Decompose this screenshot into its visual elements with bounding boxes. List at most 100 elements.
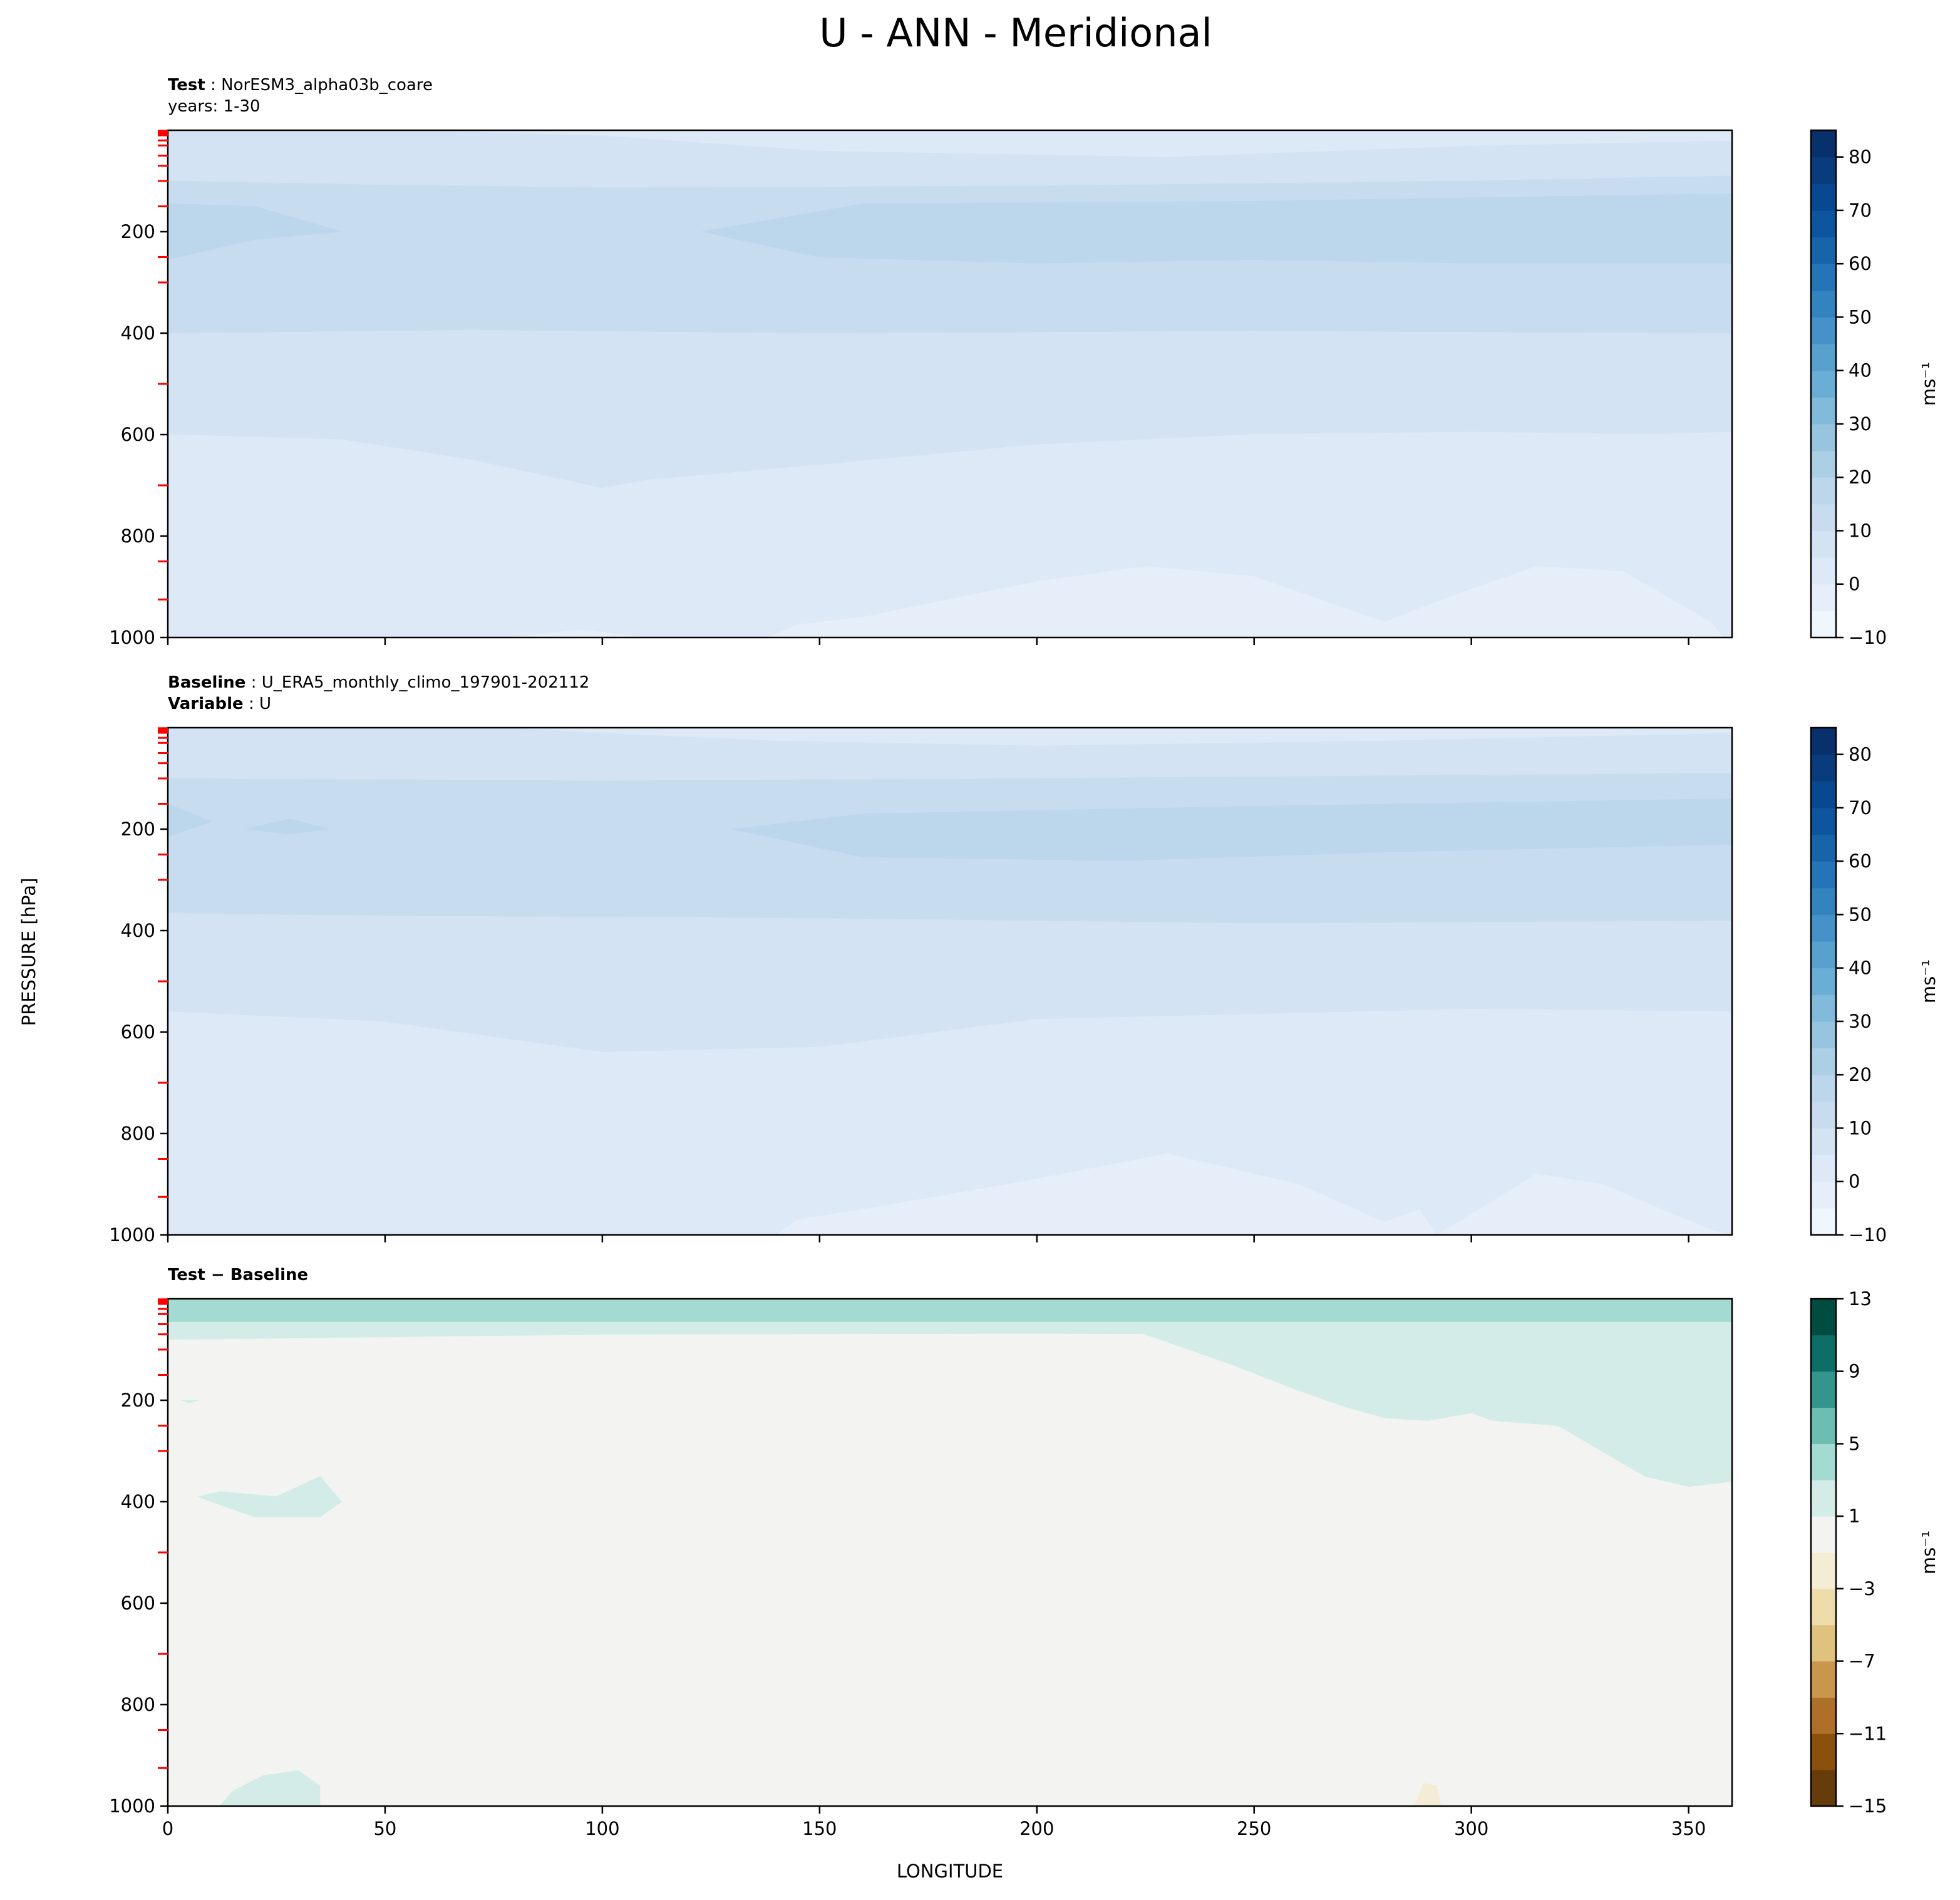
colorbar-tick-label: −11 — [1849, 1723, 1887, 1744]
colorbar-band — [1811, 1588, 1836, 1626]
panel-title-value: NorESM3_alpha03b_coare — [221, 76, 433, 95]
colorbar-band — [1811, 781, 1836, 808]
colorbar-tick-label: −7 — [1849, 1651, 1875, 1672]
colorbar-band — [1811, 1335, 1836, 1372]
y-tick-label: 200 — [121, 818, 155, 840]
contour-region — [775, 1153, 1732, 1235]
contour-region — [1145, 1334, 1732, 1487]
colorbar-band — [1811, 290, 1836, 318]
colorbar-band — [1811, 968, 1836, 995]
panel-title-sep: : — [205, 76, 221, 95]
panel-title-label: Variable — [168, 694, 244, 713]
colorbar-band — [1811, 210, 1836, 238]
colorbar-label: ms⁻¹ — [1918, 959, 1939, 1003]
panel-title-label: Test − Baseline — [168, 1266, 308, 1284]
panel-title-line: Test − Baseline — [168, 1266, 308, 1284]
y-tick-label: 600 — [121, 1021, 155, 1043]
colorbar-frame — [1810, 129, 1837, 639]
colorbar-band — [1811, 264, 1836, 291]
panel-difference: Test − Baseline 200 400 600 800 1000 0 50 100 150… — [109, 1266, 1939, 1839]
contour-fills — [168, 728, 1732, 1235]
colorbar-band — [1811, 1443, 1836, 1480]
contour-region — [219, 1770, 321, 1806]
x-tick-label: 250 — [1237, 1818, 1271, 1839]
colorbar-tick-label: 70 — [1849, 797, 1872, 818]
contour-region — [168, 1299, 1732, 1806]
colorbar-tick-label: 1 — [1849, 1505, 1860, 1527]
contour-region — [767, 566, 1724, 638]
colorbar-band — [1811, 1624, 1836, 1662]
colorbar-tick-label: 40 — [1849, 360, 1872, 381]
colorbar-band — [1811, 1021, 1836, 1049]
x-tick-label: 150 — [802, 1818, 837, 1839]
colorbar-label: ms⁻¹ — [1918, 362, 1939, 406]
colorbar-band — [1811, 1661, 1836, 1698]
colorbar-band — [1811, 887, 1836, 915]
colorbar-band — [1811, 807, 1836, 835]
y-tick-label: 400 — [121, 920, 155, 941]
colorbar-band — [1811, 1770, 1836, 1807]
colorbar-tick-label: 80 — [1849, 744, 1872, 765]
y-tick-label: 1000 — [109, 1224, 155, 1246]
y-axis-label: PRESSURE [hPa] — [18, 878, 39, 1026]
colorbar-tick-label: 80 — [1849, 147, 1872, 168]
panel-title-line: Test : NorESM3_alpha03b_coare — [168, 76, 433, 95]
colorbar-band — [1811, 130, 1836, 158]
x-tick-label: 350 — [1671, 1818, 1706, 1839]
y-tick-label: 400 — [121, 1491, 155, 1512]
panel-title-line: Variable : U — [168, 694, 271, 713]
contour-region — [515, 728, 1732, 746]
colorbar-tick-label: 70 — [1849, 200, 1872, 221]
colorbar-tick-label: 60 — [1849, 253, 1872, 274]
contour-fills — [168, 1299, 1732, 1806]
colorbar-band — [1811, 237, 1836, 264]
y-tick-label: 1000 — [109, 627, 155, 648]
colorbar-tick-label: 0 — [1849, 574, 1860, 595]
colorbar-band — [1811, 1075, 1836, 1102]
y-tick-label: 600 — [121, 1593, 155, 1614]
colorbar-band — [1811, 584, 1836, 611]
colorbar-band — [1811, 557, 1836, 585]
colorbar-tick-label: 10 — [1849, 520, 1872, 541]
colorbar-band — [1811, 530, 1836, 558]
y-tick-label: 800 — [121, 1123, 155, 1144]
colorbar-band — [1811, 1516, 1836, 1553]
colorbar-band — [1811, 1371, 1836, 1408]
contour-region — [245, 818, 329, 835]
colorbar-band — [1811, 1552, 1836, 1589]
colorbar-tick-label: −10 — [1849, 627, 1887, 648]
colorbar-band — [1811, 1128, 1836, 1155]
colorbar-band — [1811, 1697, 1836, 1734]
colorbar-band — [1811, 1155, 1836, 1182]
panel-title-label: Test — [168, 76, 205, 95]
y-tick-label: 200 — [121, 221, 155, 242]
panel-title-line: years: 1-30 — [168, 97, 260, 116]
colorbar-band — [1811, 611, 1836, 638]
colorbar-band — [1811, 1299, 1836, 1336]
panel-title-value: years: 1-30 — [168, 97, 260, 116]
contour-fills — [168, 130, 1732, 638]
colorbar-tick-label: 50 — [1849, 904, 1872, 925]
contour-region — [197, 1475, 343, 1517]
colorbar-band — [1811, 861, 1836, 889]
contour-region — [168, 803, 212, 837]
contour-region — [168, 1299, 1732, 1322]
colorbar-band — [1811, 423, 1836, 452]
colorbar-tick-label: 40 — [1849, 958, 1872, 979]
colorbar-tick-label: −3 — [1849, 1578, 1875, 1599]
colorbar-band — [1811, 1048, 1836, 1075]
colorbar-band — [1811, 1101, 1836, 1128]
contour-region — [168, 203, 342, 261]
colorbar-band — [1811, 450, 1836, 478]
colorbar-band — [1811, 754, 1836, 782]
colorbar-band — [1811, 1407, 1836, 1444]
contour-region — [180, 1400, 199, 1403]
colorbar-tick-label: 30 — [1849, 413, 1872, 435]
figure-title: U - ANN - Meridional — [819, 10, 1212, 56]
colorbar-band — [1811, 1733, 1836, 1770]
x-tick-label: 200 — [1019, 1818, 1054, 1839]
colorbar-band — [1811, 1480, 1836, 1517]
contour-region — [507, 629, 646, 638]
colorbar-tick-label: 5 — [1849, 1433, 1860, 1454]
